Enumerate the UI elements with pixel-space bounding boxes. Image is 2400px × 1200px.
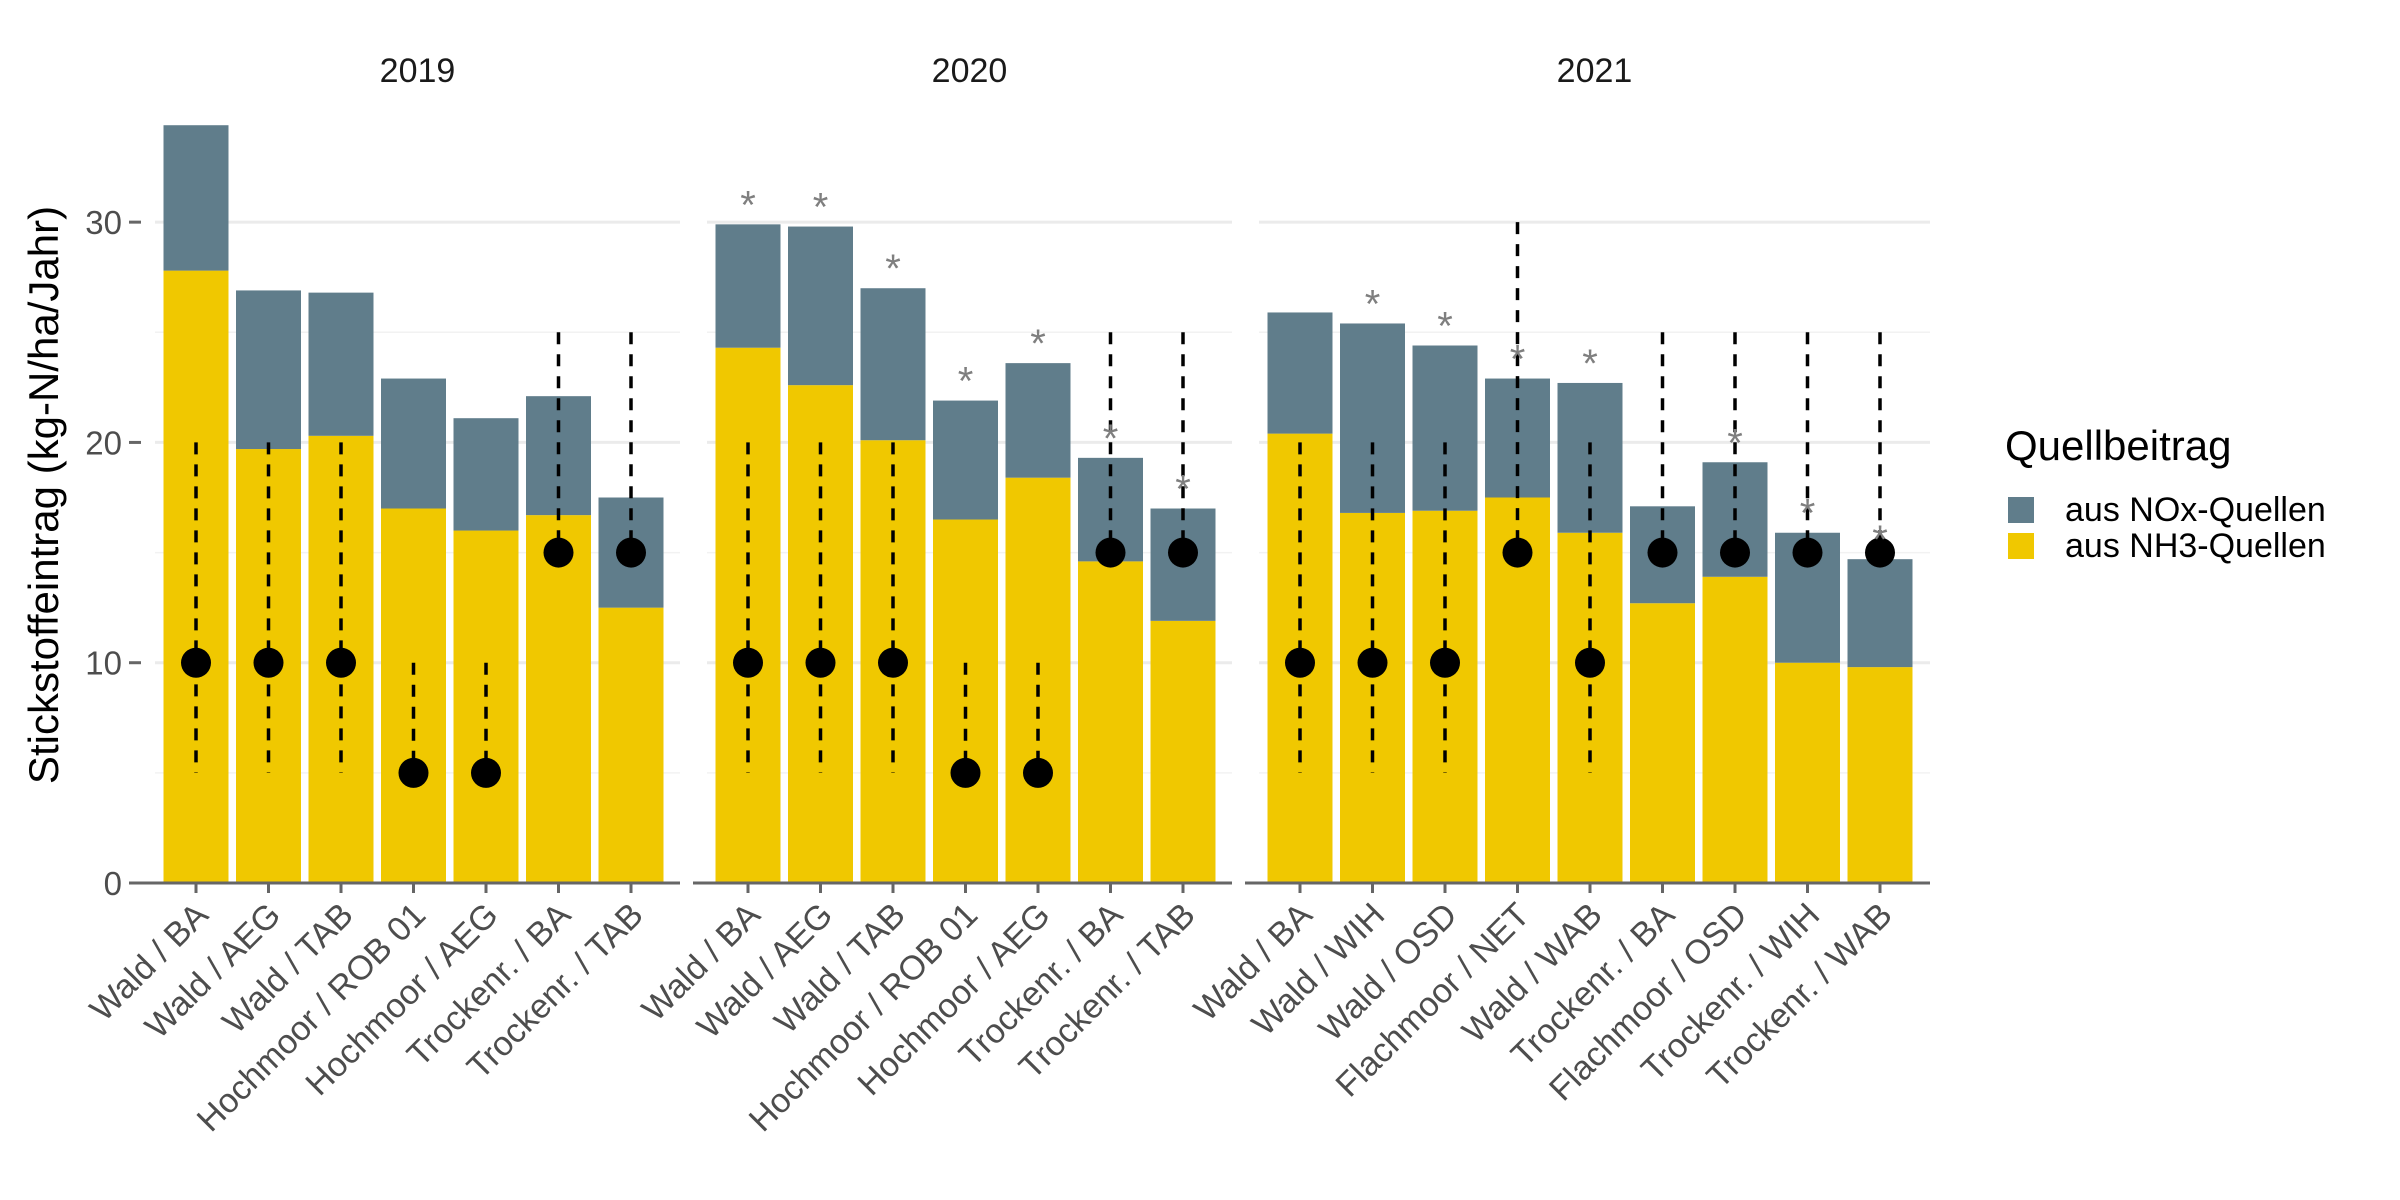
bar-nh3 bbox=[788, 385, 853, 883]
bar-nh3 bbox=[1702, 576, 1768, 883]
exceedance-marker: * bbox=[740, 183, 756, 227]
bar-nox bbox=[788, 226, 853, 386]
critical-load-point bbox=[181, 647, 211, 678]
bar-nox bbox=[1847, 559, 1913, 668]
critical-load-point bbox=[616, 537, 646, 568]
exceedance-marker: * bbox=[1103, 417, 1119, 461]
bar-nh3 bbox=[1775, 662, 1840, 883]
critical-load-point bbox=[1430, 647, 1460, 678]
bar-nh3 bbox=[1005, 477, 1071, 883]
bar-nox bbox=[236, 290, 301, 450]
critical-load-point bbox=[1575, 647, 1605, 678]
critical-load-point bbox=[733, 647, 763, 678]
bar-nh3 bbox=[1412, 510, 1478, 883]
y-axis-title: Stickstoffeintrag (kg-N/ha/Jahr) bbox=[20, 206, 67, 784]
bar-nox bbox=[1412, 345, 1478, 511]
bar-nh3 bbox=[598, 607, 664, 883]
critical-load-point bbox=[326, 647, 356, 678]
bar-nox bbox=[308, 292, 374, 436]
panel-title: 2021 bbox=[1557, 52, 1633, 90]
panel-title: 2019 bbox=[380, 52, 456, 90]
critical-load-point bbox=[1357, 647, 1388, 678]
critical-load-point bbox=[1720, 537, 1750, 568]
exceedance-marker: * bbox=[1365, 282, 1381, 326]
exceedance-marker: * bbox=[1437, 305, 1453, 349]
bar-nox bbox=[1557, 382, 1623, 533]
exceedance-marker: * bbox=[1872, 518, 1888, 562]
critical-load-point bbox=[398, 757, 429, 788]
bar-nox bbox=[860, 288, 926, 441]
exceedance-marker: * bbox=[1510, 338, 1526, 382]
legend-title: Quellbeitrag bbox=[2005, 422, 2231, 469]
critical-load-points bbox=[181, 537, 1895, 788]
bar-nox bbox=[1340, 323, 1405, 513]
legend-key-nh3 bbox=[2008, 533, 2034, 559]
exceedance-marker: * bbox=[885, 247, 901, 291]
critical-load-point bbox=[1502, 537, 1533, 568]
critical-load-point bbox=[1285, 647, 1315, 678]
critical-load-point bbox=[471, 757, 501, 788]
critical-load-ranges bbox=[194, 222, 1882, 773]
critical-load-point bbox=[1792, 537, 1823, 568]
exceedance-marker: * bbox=[1030, 322, 1046, 366]
critical-load-point bbox=[950, 757, 981, 788]
critical-load-point bbox=[253, 647, 284, 678]
bar-nh3 bbox=[1847, 667, 1913, 883]
exceedance-marker: * bbox=[1175, 468, 1191, 512]
critical-load-point bbox=[1023, 757, 1053, 788]
exceedance-marker: * bbox=[958, 360, 974, 404]
legend-label-nox: aus NOx-Quellen bbox=[2065, 491, 2326, 529]
y-tick-label: 20 bbox=[85, 424, 122, 461]
critical-load-point bbox=[878, 647, 908, 678]
legend: Quellbeitrag aus NOx-Quellen aus NH3-Que… bbox=[2005, 422, 2326, 565]
bar-nh3 bbox=[1340, 512, 1405, 883]
critical-load-point bbox=[1865, 537, 1895, 568]
bar-nh3 bbox=[715, 347, 781, 884]
bar-nh3 bbox=[1078, 561, 1143, 883]
axes bbox=[129, 220, 1930, 893]
panel-title: 2020 bbox=[932, 52, 1008, 90]
exceedance-marker: * bbox=[1727, 421, 1743, 465]
bar-nox bbox=[933, 400, 998, 520]
bar-nox bbox=[163, 125, 229, 271]
bar-nh3 bbox=[933, 519, 998, 883]
bar-nox bbox=[1005, 363, 1071, 478]
critical-load-point bbox=[1647, 537, 1678, 568]
bar-nox bbox=[715, 224, 781, 348]
exceedance-marker: * bbox=[1582, 342, 1598, 386]
bar-nh3 bbox=[1630, 603, 1695, 883]
critical-load-point bbox=[543, 537, 574, 568]
exceedance-marker: * bbox=[813, 186, 829, 230]
bar-nh3 bbox=[526, 515, 591, 883]
critical-load-point bbox=[805, 647, 836, 678]
bar-nox bbox=[453, 418, 519, 531]
critical-load-point bbox=[1095, 537, 1126, 568]
y-tick-label: 10 bbox=[85, 645, 122, 682]
critical-load-point bbox=[1168, 537, 1198, 568]
y-tick-label: 30 bbox=[85, 204, 122, 241]
legend-key-nox bbox=[2008, 497, 2034, 523]
legend-label-nh3: aus NH3-Quellen bbox=[2065, 527, 2326, 565]
bar-nh3 bbox=[1150, 620, 1216, 883]
bar-nox bbox=[1485, 378, 1550, 498]
exceedance-marker: * bbox=[1800, 492, 1816, 536]
y-tick-label: 0 bbox=[104, 865, 122, 902]
bar-nox bbox=[1267, 312, 1333, 434]
bar-nox bbox=[381, 378, 446, 509]
